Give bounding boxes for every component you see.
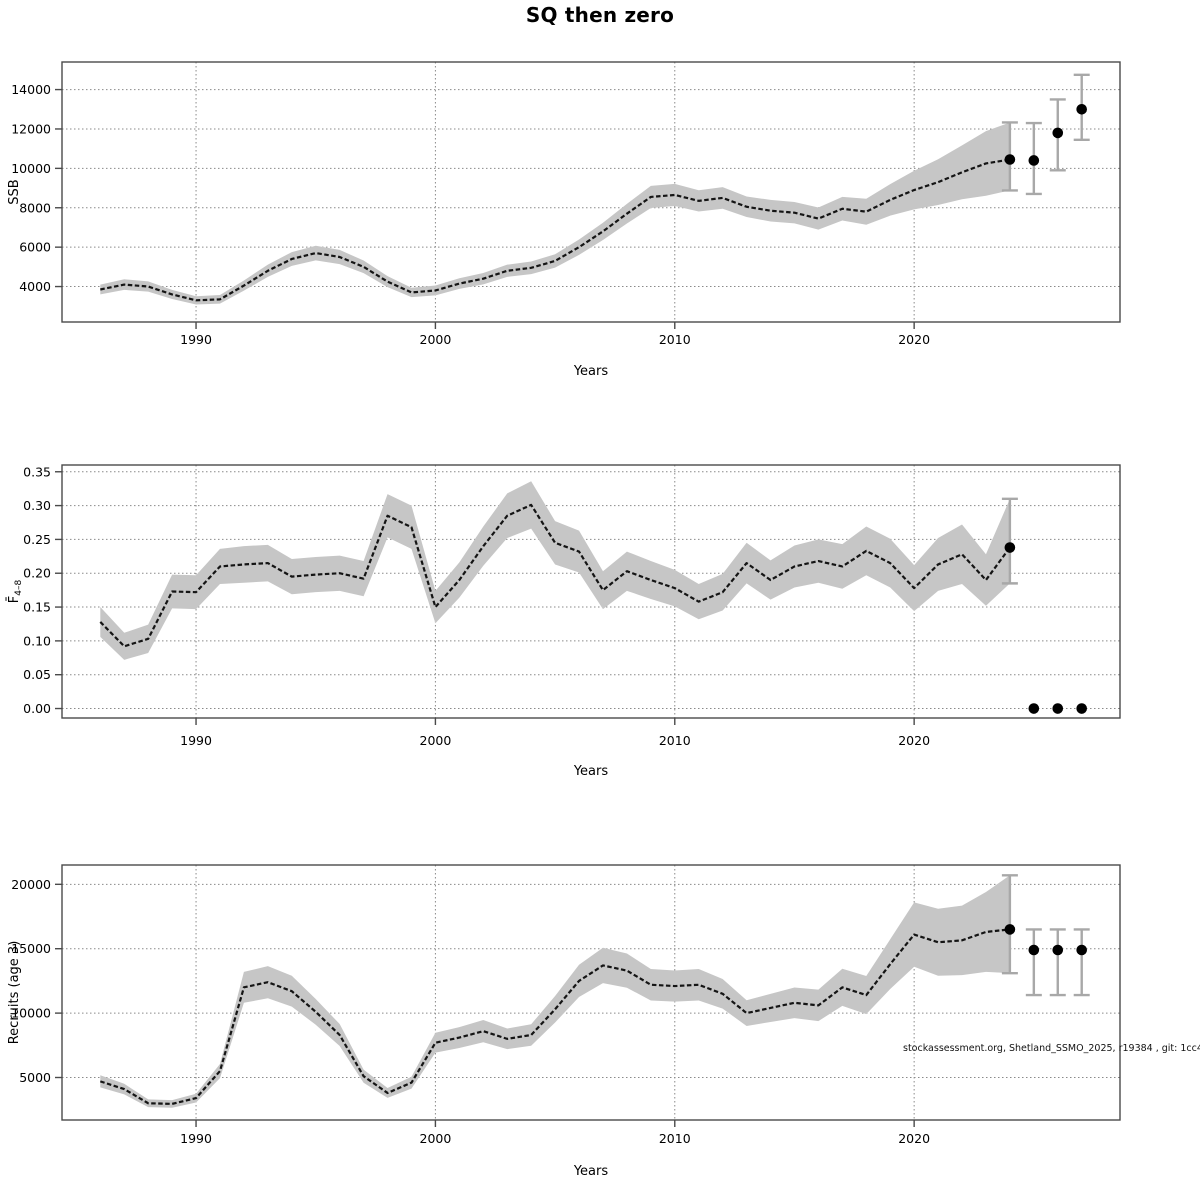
y-tick-label: 12000	[11, 121, 51, 136]
x-tick-label: 2000	[420, 733, 452, 748]
x-tick-label: 2020	[898, 733, 930, 748]
y-tick-label: 14000	[11, 82, 51, 97]
y-axis-title: F̄4–8	[7, 580, 24, 604]
x-tick-label: 2010	[659, 733, 691, 748]
x-tick-label: 1990	[180, 1131, 212, 1146]
x-tick-label: 2000	[420, 332, 452, 347]
ssb-panel: 4000 6000 8000 10000 12000 14000 1990 2000 2010 2…	[7, 61, 1121, 379]
y-tick-label: 15000	[11, 941, 51, 956]
y-tick-label: 5000	[19, 1070, 51, 1085]
forecast-point	[1028, 944, 1040, 956]
x-axis-title: Years	[573, 764, 609, 779]
confidence-band	[100, 481, 1010, 660]
y-tick-label: 0.10	[23, 633, 51, 648]
terminal-year-point	[1004, 542, 1016, 553]
plot-box	[61, 464, 1121, 719]
y-tick-label: 0.05	[23, 667, 51, 682]
forecast-point	[1052, 127, 1064, 139]
plot-box	[61, 61, 1121, 323]
forecast-point	[1052, 944, 1064, 956]
y-tick-label: 8000	[19, 200, 51, 215]
forecast-point	[1052, 703, 1064, 714]
terminal-year-point	[1004, 924, 1016, 935]
estimate-line	[99, 503, 1011, 648]
y-tick-label: 0.35	[23, 464, 51, 479]
x-axis-title: Years	[573, 364, 609, 379]
plot-box	[61, 864, 1121, 1121]
estimate-line	[99, 928, 1011, 1106]
x-tick-label: 2020	[898, 1131, 930, 1146]
confidence-band	[100, 122, 1010, 305]
y-tick-label: 20000	[11, 877, 51, 892]
x-tick-label: 2010	[659, 332, 691, 347]
y-tick-label: 0.15	[23, 600, 51, 615]
x-tick-label: 1990	[180, 733, 212, 748]
y-tick-label: 0.25	[23, 532, 51, 547]
y-tick-label: 0.00	[23, 701, 51, 716]
terminal-year-point	[1004, 154, 1016, 165]
forecast-point	[1028, 703, 1040, 714]
watermark-text: stockassessment.org, Shetland_SSMO_2025,…	[903, 1043, 1200, 1054]
forecast-point	[1076, 103, 1088, 115]
y-tick-label: 0.30	[23, 498, 51, 513]
chart-title: SQ then zero	[525, 3, 675, 27]
y-tick-label: 0.20	[23, 566, 51, 581]
x-tick-label: 1990	[180, 332, 212, 347]
x-tick-label: 2000	[420, 1131, 452, 1146]
y-axis-title: SSB	[7, 179, 22, 204]
x-tick-label: 2020	[898, 332, 930, 347]
estimate-line	[100, 158, 1011, 302]
forecast-point	[1076, 944, 1088, 956]
y-tick-label: 10000	[11, 1006, 51, 1021]
recruits-panel: 5000 10000 15000 20000 1990 2000 2010 2020 Years…	[7, 864, 1121, 1179]
y-axis-title: Recruits (age 3)	[7, 941, 22, 1045]
forecast-point	[1076, 703, 1088, 714]
confidence-band	[100, 875, 1010, 1108]
y-tick-label: 10000	[11, 161, 51, 176]
x-axis-title: Years	[573, 1164, 609, 1179]
y-tick-label: 4000	[19, 279, 51, 294]
fbar-panel: 0.00 0.05 0.10 0.15 0.20 0.25 0.30 0.35 1990 2000…	[7, 464, 1121, 779]
x-tick-label: 2010	[659, 1131, 691, 1146]
y-tick-label: 6000	[19, 240, 51, 255]
forecast-point	[1028, 155, 1040, 166]
